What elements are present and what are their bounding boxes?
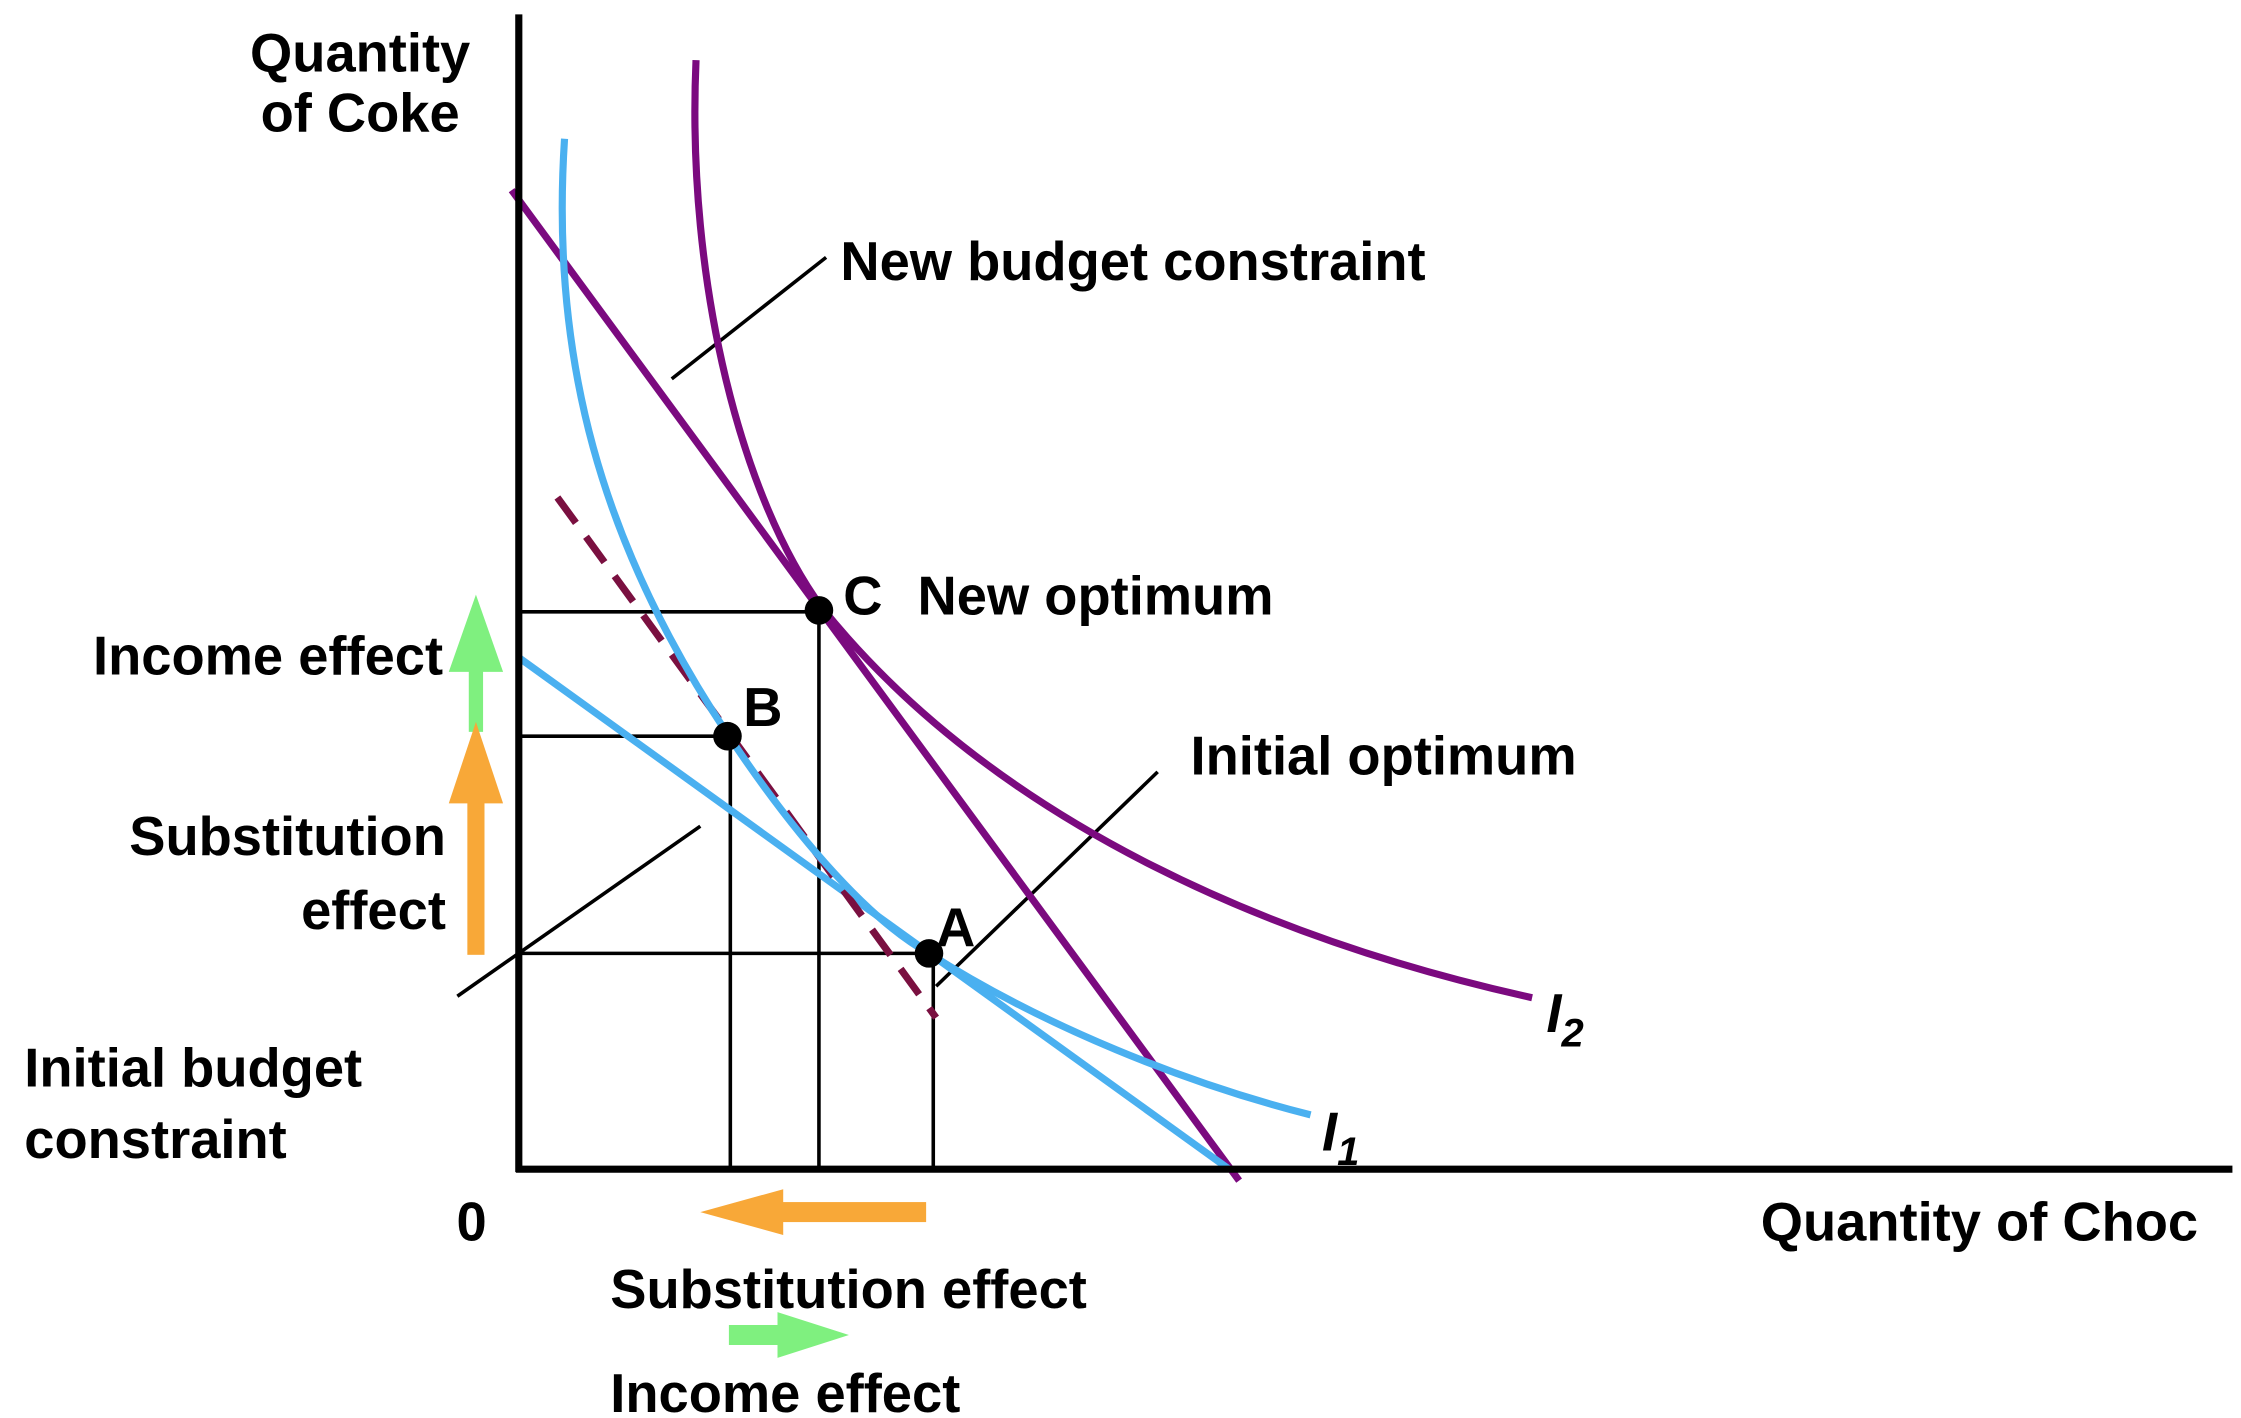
annotation: New optimum	[918, 566, 1274, 627]
arrow-head	[700, 1189, 784, 1235]
effect-arrows	[448, 594, 927, 1358]
effect-label: Income effect	[93, 626, 443, 687]
guide-lines	[456, 255, 1159, 1170]
effect-label: Income effect	[610, 1363, 960, 1418]
point-a	[914, 939, 944, 968]
arrow-head	[448, 721, 504, 804]
x-axis-label: Quantity of Choc	[1761, 1192, 2198, 1253]
annotation: Initial optimum	[1191, 726, 1577, 787]
new-budget-line	[508, 188, 1243, 1183]
indifference-curve-2	[691, 59, 1533, 1002]
curve-letter: I	[1322, 1102, 1339, 1163]
y-axis-label: Quantity	[250, 23, 470, 84]
point-label: C	[843, 566, 882, 627]
arrow-head	[448, 594, 504, 672]
arrow-shaft	[771, 1202, 927, 1223]
annotation: constraint	[24, 1109, 286, 1170]
leader-line	[670, 255, 828, 381]
point-label: A	[936, 897, 975, 958]
arrow-head	[777, 1312, 849, 1358]
curve-label: I1	[1322, 1102, 1359, 1174]
curve-subscript: 1	[1337, 1130, 1359, 1174]
indifference-curve-1	[558, 138, 1312, 1119]
leader-line	[456, 824, 702, 998]
leader-line	[934, 770, 1159, 988]
origin-label: 0	[457, 1192, 487, 1253]
point-c	[804, 596, 834, 625]
curve-letter: I	[1546, 983, 1563, 1044]
point-label: B	[743, 677, 782, 738]
y-axis-label: of Coke	[261, 83, 460, 144]
point-b	[713, 721, 742, 751]
arrow-shaft	[728, 1324, 792, 1345]
annotation: Initial budget	[24, 1037, 362, 1098]
effect-label: Substitution effect	[610, 1259, 1087, 1320]
curve-subscript: 2	[1560, 1011, 1583, 1055]
effect-label: effect	[301, 880, 446, 941]
curve-label: I2	[1546, 983, 1583, 1055]
arrow-shaft	[467, 786, 485, 955]
effect-label: Substitution	[129, 806, 446, 867]
annotation: New budget constraint	[840, 231, 1425, 292]
